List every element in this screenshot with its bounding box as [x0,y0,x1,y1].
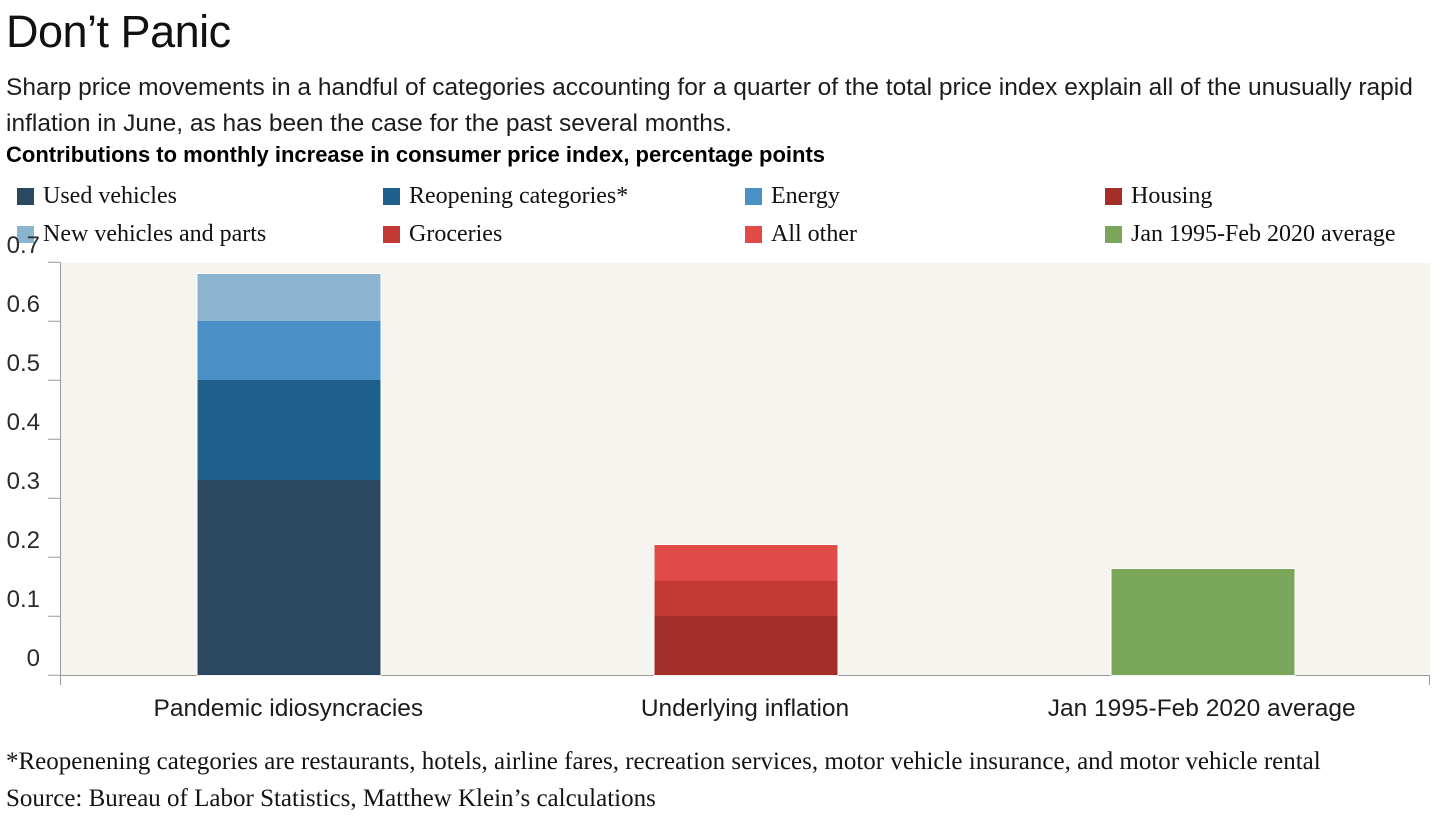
bar-segment [654,616,838,675]
legend-item: Reopening categories* [383,183,745,210]
legend-swatch-icon [17,187,34,205]
legend-swatch-icon [17,225,34,243]
chart-footnote: *Reopenening categories are restaurants,… [6,748,1321,775]
legend-item: Housing [1105,183,1449,210]
legend-item: Used vehicles [17,183,383,210]
y-axis-tick [48,674,61,676]
page-title: Don’t Panic [6,6,231,57]
y-axis-tick [48,497,61,499]
legend-swatch-icon [1105,187,1122,205]
bar-segment [1111,568,1295,675]
chart-legend: Used vehicles Reopening categories* Energy… [17,177,1449,253]
legend-swatch-icon [1105,225,1122,243]
y-axis-tick-label: 0.1 [6,586,40,613]
legend-item: New vehicles and parts [17,221,383,248]
bar-segment [197,321,381,380]
y-axis-tick [48,320,61,322]
y-axis-tick [48,438,61,440]
chart-subtitle: Sharp price movements in a handful of ca… [6,74,1413,137]
bar-segment [197,273,381,321]
x-axis-label: Underlying inflation [640,695,850,722]
legend-swatch-icon [745,187,762,205]
bar-2 [653,544,839,676]
legend-swatch-icon [745,225,762,243]
legend-label: Used vehicles [43,182,177,209]
x-axis-end-tick [1428,675,1430,685]
bar-1 [196,272,382,677]
y-axis-tick-label: 0.4 [6,409,40,436]
legend-label: All other [771,220,857,247]
bar-segment [197,380,381,481]
legend-item: Groceries [383,221,745,248]
y-axis-tick [48,379,61,381]
legend-label: Groceries [409,220,503,247]
x-axis-label: Pandemic idiosyncracies [153,695,424,722]
y-axis-tick-label: 0.5 [6,350,40,377]
bar-3 [1110,567,1296,677]
legend-swatch-icon [383,187,400,205]
chart-heading: Contributions to monthly increase in con… [6,142,826,167]
y-axis-tick [48,261,61,263]
bar-segment [654,580,838,616]
y-axis-tick-label: 0.2 [6,527,40,554]
plot-area: 0 0.1 0.2 0.3 0.4 0.5 0.6 0.7 [7,232,1430,685]
legend-label: New vehicles and parts [43,220,267,247]
y-axis-tick [48,615,61,617]
bar-segment [197,480,381,675]
legend-label: Housing [1131,182,1213,209]
chart-source: Source: Bureau of Labor Statistics, Matt… [6,785,656,812]
y-axis-tick-label: 0.7 [6,232,40,259]
legend-label: Jan 1995-Feb 2020 average [1131,220,1396,247]
legend-swatch-icon [383,225,400,243]
bar-segment [654,545,838,581]
x-axis-label: Jan 1995-Feb 2020 average [1047,695,1356,722]
y-axis-stub [59,675,61,685]
y-axis-tick [48,556,61,558]
y-axis-tick-label: 0.3 [6,468,40,495]
legend-item: Jan 1995-Feb 2020 average [1105,221,1449,248]
legend-label: Reopening categories* [409,182,629,209]
legend-item: Energy [745,183,1105,210]
y-axis-tick-label: 0.6 [6,291,40,318]
y-axis-tick-label: 0 [26,645,40,672]
legend-item: All other [745,221,1105,248]
legend-label: Energy [771,182,840,209]
